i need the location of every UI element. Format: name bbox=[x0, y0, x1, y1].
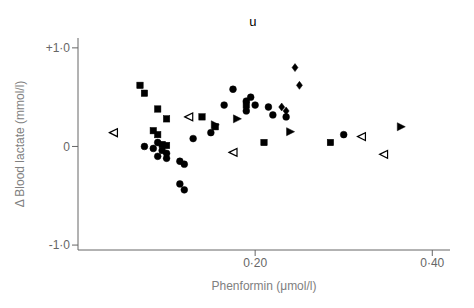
svg-text:0·40: 0·40 bbox=[420, 256, 444, 270]
svg-text:-1·0: -1·0 bbox=[49, 238, 71, 252]
svg-text:0: 0 bbox=[63, 140, 70, 154]
svg-text:0·20: 0·20 bbox=[243, 256, 267, 270]
html-text:u: u bbox=[249, 14, 257, 29]
svg-text:Δ Blood lactate (mmol/l): Δ Blood lactate (mmol/l) bbox=[13, 81, 27, 208]
svg-text:Phenformin (μmol/l): Phenformin (μmol/l) bbox=[212, 279, 317, 293]
svg-text:+1·0: +1·0 bbox=[46, 41, 71, 55]
